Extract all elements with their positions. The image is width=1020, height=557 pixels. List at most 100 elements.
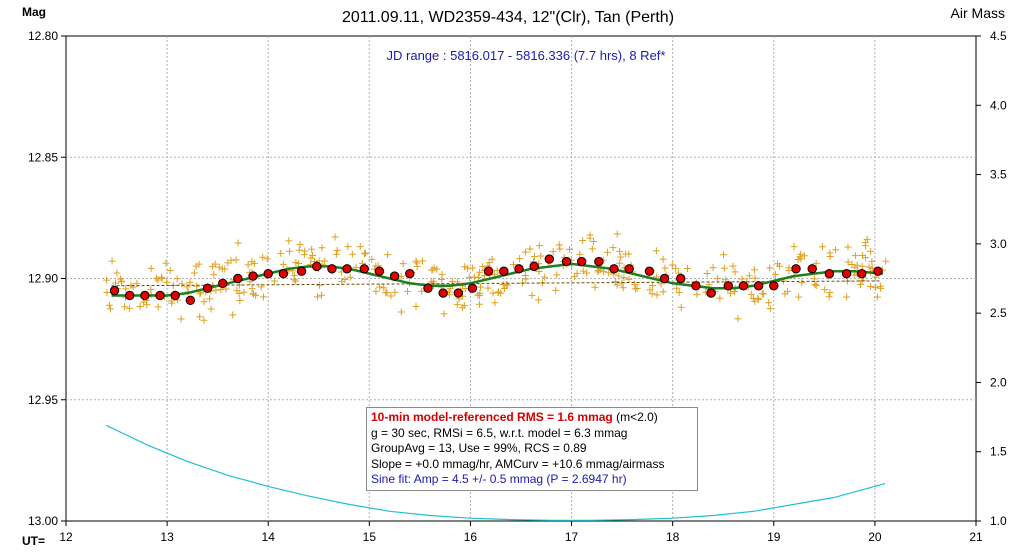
raw-measurement-cross <box>430 264 438 272</box>
raw-measurement-cross <box>206 295 214 303</box>
raw-measurement-cross <box>112 279 120 287</box>
raw-measurement-cross <box>438 270 446 278</box>
raw-measurement-cross <box>491 299 499 307</box>
raw-measurement-cross <box>157 273 165 281</box>
raw-measurement-cross <box>346 273 354 281</box>
raw-measurement-cross <box>488 255 496 263</box>
raw-measurement-cross <box>553 271 561 279</box>
group-average-point <box>248 271 258 281</box>
raw-measurement-cross <box>166 267 174 275</box>
raw-measurement-cross <box>646 286 654 294</box>
raw-measurement-cross <box>285 237 293 245</box>
group-average-point <box>807 264 817 274</box>
raw-measurement-cross <box>412 257 420 265</box>
raw-measurement-cross <box>526 245 534 253</box>
raw-measurement-cross <box>192 262 200 270</box>
raw-measurement-cross <box>588 245 596 253</box>
raw-measurement-cross <box>716 294 724 302</box>
group-average-point <box>438 288 448 298</box>
raw-measurement-cross <box>318 244 326 252</box>
chart-title: 2011.09.11, WD2359-434, 12"(Clr), Tan (P… <box>342 9 674 26</box>
group-average-point <box>576 256 587 267</box>
raw-measurement-cross <box>461 263 469 271</box>
group-average-point <box>544 254 555 264</box>
raw-measurement-cross <box>143 301 151 309</box>
raw-measurement-cross <box>703 270 711 278</box>
raw-measurement-cross <box>720 264 728 272</box>
raw-measurement-cross <box>673 284 681 292</box>
axis-ticks <box>61 35 981 526</box>
group-average-point <box>769 281 779 291</box>
raw-measurement-cross <box>440 310 448 318</box>
group-average-point <box>529 261 539 272</box>
raw-measurement-cross <box>461 284 469 292</box>
y-tick-label-right: 4.5 <box>990 29 1007 43</box>
group-average-point <box>155 290 165 301</box>
group-average-point <box>857 268 867 279</box>
raw-measurement-cross <box>631 281 639 289</box>
raw-measurement-cross <box>649 282 657 290</box>
raw-measurement-cross <box>882 257 890 265</box>
raw-measurement-cross <box>427 278 435 286</box>
raw-measurement-cross <box>122 285 130 293</box>
raw-measurement-cross <box>720 251 728 259</box>
raw-measurement-cross <box>196 313 204 321</box>
raw-measurement-cross <box>380 284 388 292</box>
y-tick-label-left: 13.00 <box>28 514 58 528</box>
raw-measurement-cross <box>158 274 166 282</box>
stats-line-5: Sine fit: Amp = 4.5 +/- 0.5 mmag (P = 2.… <box>371 472 627 486</box>
raw-measurement-cross <box>865 263 873 271</box>
raw-measurement-cross <box>618 279 626 287</box>
raw-measurement-cross <box>868 257 876 265</box>
group-average-point <box>738 281 749 291</box>
stats-rms: 10-min model-referenced RMS = 1.6 mmag <box>371 410 613 424</box>
raw-measurement-cross <box>754 294 762 302</box>
raw-measurement-cross <box>734 315 742 323</box>
raw-measurement-cross <box>338 277 346 285</box>
raw-measurement-cross <box>154 276 162 284</box>
x-tick-label: 17 <box>565 530 579 544</box>
raw-measurement-cross <box>356 243 364 251</box>
raw-measurement-cross <box>781 290 789 298</box>
raw-measurement-cross <box>612 278 620 286</box>
raw-measurement-cross <box>797 250 805 258</box>
raw-measurement-cross <box>590 237 598 245</box>
raw-measurement-cross <box>227 256 235 264</box>
raw-measurement-cross <box>617 253 625 261</box>
raw-measurement-cross <box>212 286 220 294</box>
raw-measurement-cross <box>173 275 181 283</box>
raw-measurement-cross <box>476 268 484 276</box>
raw-measurement-cross <box>257 283 265 291</box>
raw-measurement-cross <box>759 290 767 298</box>
raw-measurement-cross <box>307 254 315 262</box>
raw-measurement-cross <box>851 263 859 271</box>
raw-measurement-cross <box>811 281 819 289</box>
raw-measurement-cross <box>659 255 667 263</box>
raw-measurement-cross <box>693 290 701 298</box>
raw-measurement-cross <box>200 298 208 306</box>
group-average-point <box>453 288 464 298</box>
y-tick-label-right: 3.0 <box>990 237 1007 251</box>
raw-measurement-cross <box>528 291 536 299</box>
raw-measurement-cross <box>877 284 885 292</box>
raw-measurement-cross <box>313 293 321 301</box>
group-average-point <box>514 264 524 274</box>
group-average-point <box>278 268 289 279</box>
stats-rms-condition: (m<2.0) <box>612 410 658 424</box>
raw-measurement-cross <box>872 283 880 291</box>
raw-measurement-cross <box>751 297 759 305</box>
raw-measurement-cross <box>348 250 356 258</box>
raw-measurement-cross <box>190 269 198 277</box>
raw-measurement-cross <box>818 243 826 251</box>
raw-measurement-cross <box>652 247 660 255</box>
y-axis-label-left: Mag <box>22 5 46 19</box>
raw-measurement-cross <box>301 247 309 255</box>
y-tick-label-left: 12.85 <box>28 150 58 164</box>
group-average-point <box>824 268 835 279</box>
trend-line <box>111 280 880 287</box>
raw-measurement-cross <box>344 243 352 251</box>
raw-measurement-cross <box>234 239 242 247</box>
raw-measurement-cross <box>798 279 806 287</box>
raw-measurement-cross <box>399 260 407 268</box>
raw-measurement-cross <box>292 277 300 285</box>
